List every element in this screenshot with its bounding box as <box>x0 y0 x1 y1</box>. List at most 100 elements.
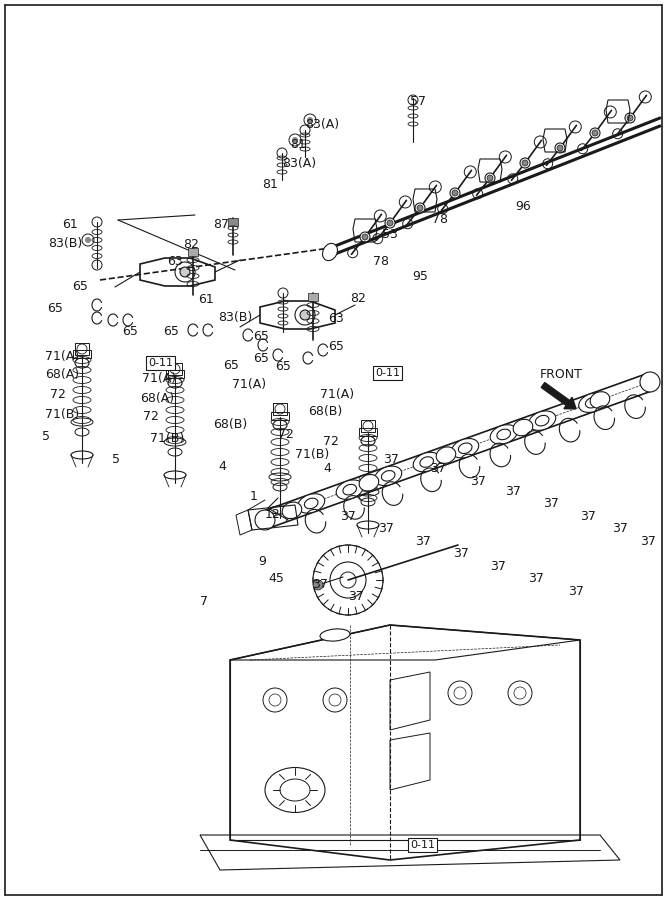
Text: 37: 37 <box>568 585 584 598</box>
Bar <box>228 218 238 226</box>
Text: 82: 82 <box>350 292 366 305</box>
Text: 96: 96 <box>515 200 531 213</box>
Circle shape <box>522 160 528 166</box>
Text: 7: 7 <box>200 595 208 608</box>
Text: 1: 1 <box>250 490 258 503</box>
Text: 87: 87 <box>213 218 229 231</box>
Text: 9: 9 <box>258 555 266 568</box>
Text: 65: 65 <box>275 360 291 373</box>
Ellipse shape <box>359 474 379 491</box>
Text: 82: 82 <box>183 238 199 251</box>
Text: 37: 37 <box>378 522 394 535</box>
Ellipse shape <box>282 502 301 518</box>
Text: 37: 37 <box>470 475 486 488</box>
Text: 68(A): 68(A) <box>140 392 174 405</box>
Text: 37: 37 <box>612 522 628 535</box>
Text: 61: 61 <box>198 293 213 306</box>
Text: 37: 37 <box>640 535 656 548</box>
Ellipse shape <box>375 466 402 485</box>
Bar <box>168 363 182 375</box>
Bar <box>271 412 289 420</box>
Ellipse shape <box>255 510 275 530</box>
Ellipse shape <box>320 629 350 641</box>
Circle shape <box>627 115 633 121</box>
Text: 37: 37 <box>383 453 399 466</box>
Text: 45: 45 <box>268 572 284 585</box>
Ellipse shape <box>536 416 549 426</box>
Circle shape <box>487 175 493 181</box>
Circle shape <box>385 218 395 228</box>
Text: 53: 53 <box>382 228 398 241</box>
Text: 37: 37 <box>580 510 596 523</box>
Circle shape <box>300 310 310 320</box>
Text: 71(A): 71(A) <box>142 372 176 385</box>
Bar <box>359 428 377 436</box>
Text: 37: 37 <box>453 547 469 560</box>
Text: 71(B): 71(B) <box>295 448 329 461</box>
Bar <box>188 248 198 256</box>
Text: 37: 37 <box>505 485 521 498</box>
Circle shape <box>307 117 313 123</box>
Bar <box>361 420 375 432</box>
Ellipse shape <box>323 243 338 261</box>
Circle shape <box>452 190 458 196</box>
Text: 5: 5 <box>42 430 50 443</box>
Text: 4: 4 <box>323 462 331 475</box>
Circle shape <box>555 143 565 153</box>
Text: 72: 72 <box>278 428 294 441</box>
Text: 65: 65 <box>122 325 138 338</box>
Bar <box>75 343 89 355</box>
Circle shape <box>625 113 635 123</box>
Text: 83(B): 83(B) <box>218 311 252 324</box>
Text: 78: 78 <box>432 213 448 226</box>
Text: 4: 4 <box>218 460 226 473</box>
Circle shape <box>450 188 460 198</box>
Text: 65: 65 <box>328 340 344 353</box>
Ellipse shape <box>336 480 364 500</box>
Text: 37: 37 <box>415 535 431 548</box>
Ellipse shape <box>420 457 434 467</box>
Text: 71(B): 71(B) <box>150 432 184 445</box>
Circle shape <box>387 220 393 226</box>
Text: 68(A): 68(A) <box>45 368 79 381</box>
Text: 37: 37 <box>528 572 544 585</box>
Circle shape <box>485 173 495 183</box>
Circle shape <box>520 158 530 168</box>
Circle shape <box>415 203 425 213</box>
Text: 65: 65 <box>253 330 269 343</box>
Text: 72: 72 <box>323 435 339 448</box>
Text: 71(A): 71(A) <box>232 378 266 391</box>
Text: 68(B): 68(B) <box>213 418 247 431</box>
Circle shape <box>557 145 563 151</box>
Bar <box>73 350 91 358</box>
Text: 0-11: 0-11 <box>375 368 400 378</box>
Text: 63: 63 <box>328 312 344 325</box>
Ellipse shape <box>579 393 606 412</box>
Text: 95: 95 <box>412 270 428 283</box>
Text: 81: 81 <box>262 178 278 191</box>
Text: 78: 78 <box>373 255 389 268</box>
Ellipse shape <box>640 372 660 392</box>
Ellipse shape <box>529 411 556 430</box>
Text: 37: 37 <box>312 578 328 591</box>
Text: 72: 72 <box>143 410 159 423</box>
Bar <box>273 403 287 415</box>
Circle shape <box>592 130 598 136</box>
Ellipse shape <box>490 425 517 444</box>
Circle shape <box>292 137 298 143</box>
Text: 68(B): 68(B) <box>308 405 342 418</box>
Circle shape <box>362 234 368 240</box>
Circle shape <box>360 232 370 242</box>
Bar <box>308 293 318 301</box>
Text: 0-11: 0-11 <box>410 840 435 850</box>
Ellipse shape <box>436 447 456 464</box>
Circle shape <box>180 267 190 277</box>
Ellipse shape <box>297 494 325 513</box>
Ellipse shape <box>452 438 479 458</box>
Text: 65: 65 <box>47 302 63 315</box>
Circle shape <box>417 205 423 211</box>
Ellipse shape <box>497 429 510 440</box>
Text: 37: 37 <box>430 462 446 475</box>
Text: 57: 57 <box>410 95 426 108</box>
Ellipse shape <box>343 484 356 495</box>
